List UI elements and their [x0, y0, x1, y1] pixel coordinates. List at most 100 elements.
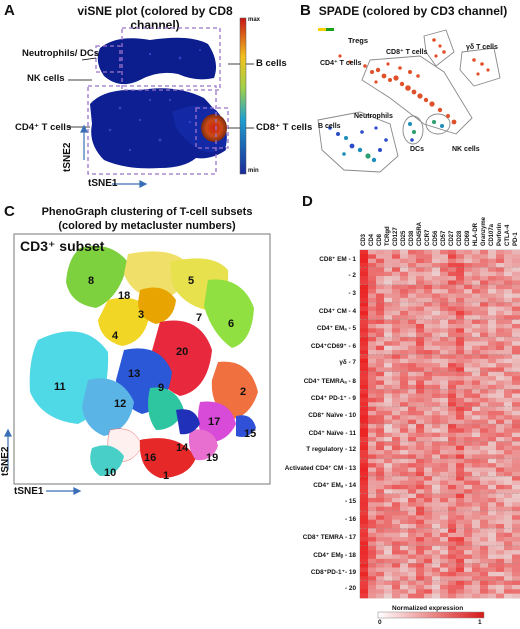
heatmap-cell [360, 424, 369, 429]
heatmap-cell [488, 389, 497, 394]
heatmap-cell [496, 393, 505, 399]
heatmap-cell [440, 506, 449, 512]
heatmap-cell [480, 424, 489, 429]
heatmap-cell [448, 363, 457, 368]
heatmap-cell [464, 428, 473, 433]
heatmap-cell [472, 297, 481, 303]
heatmap-cell [368, 506, 377, 512]
heatmap-cell [424, 467, 433, 473]
heatmap-cell [432, 393, 441, 399]
heatmap-cell [392, 558, 401, 564]
heatmap-cell [416, 289, 425, 294]
heatmap-cell [504, 406, 513, 412]
heatmap-cell [488, 458, 497, 464]
heatmap-cell [400, 358, 409, 364]
cluster-row-label: CD8⁺ EM - 1 [319, 255, 356, 263]
heatmap-cell [504, 484, 513, 490]
heatmap-cell [432, 567, 441, 573]
heatmap-cell [464, 541, 473, 547]
heatmap-cell [384, 367, 393, 373]
heatmap-cell [464, 571, 473, 577]
heatmap-cell [440, 493, 449, 499]
heatmap-cell [408, 345, 417, 351]
heatmap-cell [416, 384, 425, 390]
heatmap-cell [400, 289, 409, 294]
heatmap-cell [368, 497, 377, 503]
cd8-hotspot [201, 114, 227, 142]
heatmap-cell [392, 484, 401, 490]
heatmap-cell [360, 471, 369, 477]
heatmap-cell [376, 284, 385, 290]
heatmap-cell [408, 363, 417, 368]
heatmap-cell [368, 550, 377, 555]
heatmap-cell [384, 424, 393, 429]
heatmap-cell [480, 589, 489, 594]
heatmap-cell [448, 528, 457, 534]
heatmap-cell [488, 506, 497, 512]
heatmap-cell [448, 497, 457, 503]
heatmap-cell [360, 541, 369, 547]
heatmap-cell [456, 506, 465, 512]
heatmap-cell [488, 471, 497, 477]
heatmap-cell [504, 480, 513, 486]
heatmap-cell [456, 584, 465, 590]
heatmap-cell [360, 467, 369, 473]
heatmap-cell [512, 441, 520, 447]
heatmap-cell [424, 397, 433, 403]
heatmap-cell [464, 363, 473, 368]
heatmap-cell [376, 410, 385, 416]
heatmap-cell [400, 337, 409, 342]
heatmap-cell [472, 458, 481, 464]
heatmap-cell [360, 341, 369, 346]
heatmap-cell [472, 250, 481, 255]
heatmap-cell [472, 589, 481, 594]
heatmap-cell [512, 506, 520, 512]
heatmap-cell [488, 406, 497, 412]
heatmap-cell [472, 571, 481, 577]
heatmap-cell [416, 515, 425, 520]
heatmap-cell [448, 293, 457, 299]
heatmap-cell [496, 437, 505, 442]
heatmap-cell [504, 393, 513, 399]
heatmap-cell [464, 437, 473, 442]
heatmap-cell [400, 263, 409, 268]
heatmap-cell [376, 310, 385, 316]
heatmap-cell [384, 589, 393, 594]
heatmap-cell [392, 380, 401, 386]
heatmap-cell [480, 515, 489, 520]
heatmap-cell [360, 389, 369, 394]
heatmap-cell [392, 554, 401, 560]
heatmap-cell [384, 337, 393, 342]
heatmap-cell [448, 493, 457, 499]
d-legend-max: 1 [478, 619, 482, 626]
heatmap-cell [464, 489, 473, 494]
heatmap-cell [392, 371, 401, 377]
heatmap-cell [480, 532, 489, 538]
heatmap-cell [480, 584, 489, 590]
heatmap-cell [472, 463, 481, 468]
heatmap-cell [400, 276, 409, 281]
heatmap-cell [496, 550, 505, 555]
heatmap-cell [424, 332, 433, 338]
heatmap-cell [440, 406, 449, 412]
heatmap-cell [440, 315, 449, 320]
heatmap-cell [392, 428, 401, 433]
heatmap-cell [368, 445, 377, 451]
heatmap-cell [384, 380, 393, 386]
heatmap-cell [368, 467, 377, 473]
heatmap-cell [376, 506, 385, 512]
heatmap-cell [456, 511, 465, 516]
heatmap-cell [408, 497, 417, 503]
heatmap-cell [480, 258, 489, 264]
heatmap-cell [424, 484, 433, 490]
cluster-row-label: T regulatory - 12 [306, 446, 356, 454]
heatmap-cell [416, 545, 425, 551]
heatmap-cell [368, 337, 377, 342]
heatmap-cell [464, 402, 473, 407]
heatmap-cell [400, 354, 409, 360]
heatmap-cell [384, 458, 393, 464]
heatmap-cell [400, 480, 409, 486]
heatmap-cell [392, 310, 401, 316]
heatmap-cell [432, 332, 441, 338]
heatmap-cell [400, 367, 409, 373]
